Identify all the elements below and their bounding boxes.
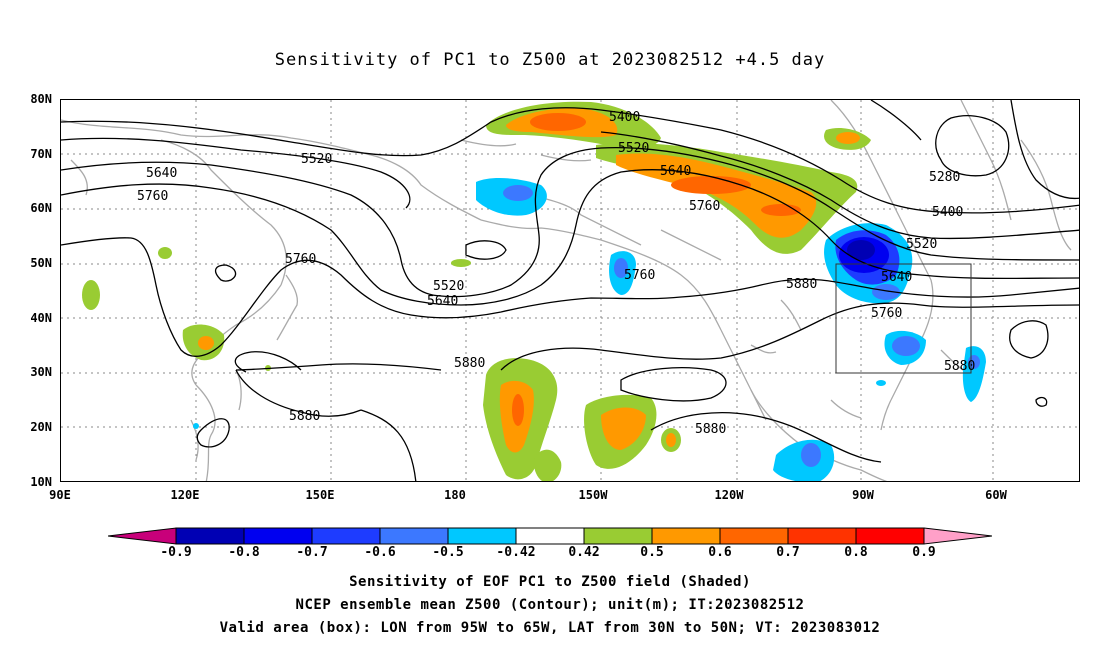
colorbar-label: -0.8	[228, 545, 260, 560]
contour-label: 5640	[427, 294, 458, 309]
contour-label: 5640	[146, 166, 177, 181]
lon-label-150w: 150W	[578, 488, 608, 502]
lon-label-150e: 150E	[305, 488, 335, 502]
colorbar-label: -0.7	[296, 545, 328, 560]
colorbar-label: 0.8	[844, 545, 868, 560]
colorbar-segment	[311, 527, 381, 545]
colorbar-segment	[379, 527, 449, 545]
grid-lines	[61, 100, 1079, 481]
coastlines	[61, 100, 1072, 481]
colorbar-segment	[787, 527, 857, 545]
colorbar-segment	[243, 527, 313, 545]
contour-label: 5760	[624, 268, 655, 283]
map-canvas: 5400 5520 5520 5520 5640 5640 5640 5760 …	[61, 100, 1079, 481]
contour-label: 5640	[660, 164, 691, 179]
contour-label: 5520	[301, 152, 332, 167]
contour-label: 5880	[289, 409, 320, 424]
caption-contour: NCEP ensemble mean Z500 (Contour); unit(…	[295, 597, 805, 613]
lat-label-10n: 10N	[30, 475, 52, 489]
lon-label-120e: 120E	[170, 488, 200, 502]
colorbar-segment	[583, 527, 653, 545]
caption-valid-area: Valid area (box): LON from 95W to 65W, L…	[219, 620, 881, 636]
contour-label: 5760	[285, 252, 316, 267]
contour-label: 5280	[929, 170, 960, 185]
lat-label-30n: 30N	[30, 365, 52, 379]
contour-label: 5520	[618, 141, 649, 156]
z500-contours	[61, 100, 1079, 481]
lon-label-60w: 60W	[985, 488, 1007, 502]
valid-area-box	[835, 263, 972, 374]
lat-label-20n: 20N	[30, 420, 52, 434]
colorbar-segment	[855, 527, 925, 545]
lat-label-40n: 40N	[30, 311, 52, 325]
colorbar-label: 0.9	[912, 545, 936, 560]
contour-label: 5880	[786, 277, 817, 292]
colorbar-segment	[515, 527, 585, 545]
contour-label: 5520	[906, 237, 937, 252]
map-panel: 5400 5520 5520 5520 5640 5640 5640 5760 …	[60, 99, 1080, 482]
colorbar-label: -0.6	[364, 545, 396, 560]
contour-label: 5880	[695, 422, 726, 437]
lat-label-70n: 70N	[30, 147, 52, 161]
contour-label: 5880	[454, 356, 485, 371]
contour-label: 5640	[881, 270, 912, 285]
contour-label: 5400	[932, 205, 963, 220]
colorbar	[108, 527, 992, 545]
colorbar-segment	[719, 527, 789, 545]
colorbar-label: -0.42	[496, 545, 536, 560]
colorbar-label: 0.6	[708, 545, 732, 560]
colorbar-label: -0.5	[432, 545, 464, 560]
colorbar-label: -0.9	[160, 545, 192, 560]
colorbar-label: 0.7	[776, 545, 800, 560]
colorbar-segment	[175, 527, 245, 545]
contour-label: 5400	[609, 110, 640, 125]
colorbar-label: 0.42	[568, 545, 600, 560]
contour-label: 5760	[871, 306, 902, 321]
contour-label: 5760	[137, 189, 168, 204]
map-title: Sensitivity of PC1 to Z500 at 2023082512…	[274, 50, 826, 70]
lon-label-120w: 120W	[714, 488, 744, 502]
lon-label-180: 180	[444, 488, 466, 502]
lat-label-50n: 50N	[30, 256, 52, 270]
contour-label: 5760	[689, 199, 720, 214]
contour-label: 5520	[433, 279, 464, 294]
lon-label-90w: 90W	[852, 488, 874, 502]
contour-label: 5880	[944, 359, 975, 374]
lon-label-90e: 90E	[49, 488, 71, 502]
positive-sensitivity-shading	[82, 101, 871, 481]
colorbar-segment	[651, 527, 721, 545]
colorbar-high-triangle	[923, 527, 992, 545]
lat-label-80n: 80N	[30, 92, 52, 106]
colorbar-low-triangle	[108, 527, 177, 545]
colorbar-label: 0.5	[640, 545, 664, 560]
caption-shading: Sensitivity of EOF PC1 to Z500 field (Sh…	[349, 574, 751, 590]
colorbar-segment	[447, 527, 517, 545]
lat-label-60n: 60N	[30, 201, 52, 215]
contour-labels: 5400 5520 5520 5520 5640 5640 5640 5760 …	[137, 110, 975, 437]
